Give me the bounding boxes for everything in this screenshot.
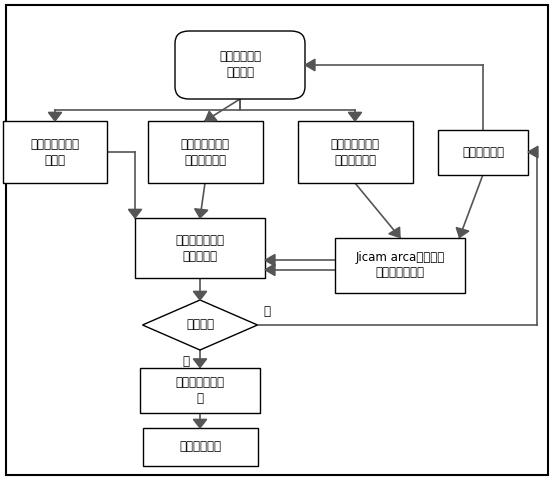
Bar — [438, 130, 528, 175]
Bar — [140, 368, 260, 412]
Polygon shape — [48, 112, 61, 121]
Text: 非相干散射软件
雷达验证测试: 非相干散射软件 雷达验证测试 — [181, 137, 229, 167]
Text: 修改设计方案: 修改设计方案 — [462, 145, 504, 158]
Bar — [297, 121, 413, 183]
Bar — [142, 428, 258, 466]
Text: 计算机仿真与建
模研究: 计算机仿真与建 模研究 — [30, 137, 80, 167]
Text: 否: 否 — [263, 305, 270, 318]
Bar — [147, 121, 263, 183]
Text: 雷达差分相位
探测方法: 雷达差分相位 探测方法 — [219, 50, 261, 80]
Polygon shape — [265, 264, 275, 276]
Text: 研讨改进设计方
案: 研讨改进设计方 案 — [176, 375, 224, 405]
Polygon shape — [193, 291, 207, 300]
Polygon shape — [193, 420, 207, 428]
Text: 完成设计方案: 完成设计方案 — [179, 441, 221, 454]
Text: 是: 是 — [183, 355, 189, 368]
Polygon shape — [348, 112, 362, 121]
Text: 满足要求: 满足要求 — [186, 319, 214, 332]
Bar — [3, 121, 107, 183]
FancyBboxPatch shape — [175, 31, 305, 99]
Bar — [335, 238, 465, 292]
Text: Jicam arca非相干散
射雷达验证实验: Jicam arca非相干散 射雷达验证实验 — [355, 251, 445, 279]
Polygon shape — [305, 59, 315, 71]
Polygon shape — [205, 111, 217, 121]
Text: 仿真、实验结果
的对比分析: 仿真、实验结果 的对比分析 — [176, 233, 224, 263]
Bar — [135, 218, 265, 278]
Polygon shape — [456, 228, 469, 238]
Polygon shape — [265, 254, 275, 266]
Polygon shape — [528, 146, 538, 158]
Polygon shape — [389, 227, 400, 238]
Polygon shape — [194, 209, 208, 218]
Polygon shape — [193, 359, 207, 368]
Polygon shape — [129, 209, 142, 218]
Polygon shape — [142, 300, 258, 350]
Text: 三亚非相干散射
雷达验证测试: 三亚非相干散射 雷达验证测试 — [331, 137, 379, 167]
